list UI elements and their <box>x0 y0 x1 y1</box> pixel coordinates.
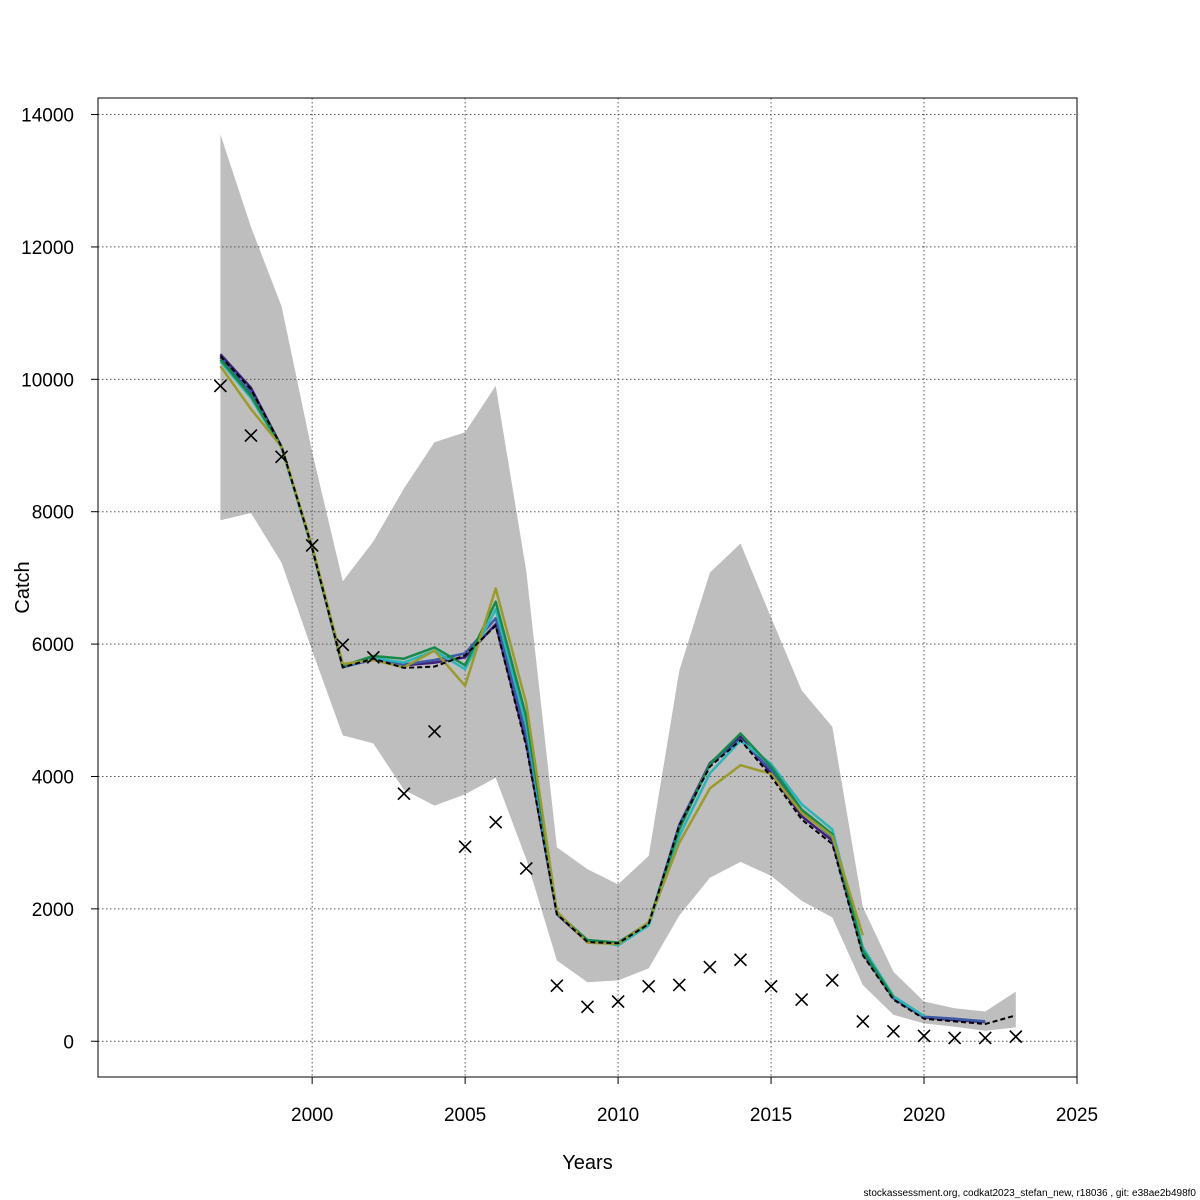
observed-point <box>580 1000 595 1014</box>
x-tick-label: 2025 <box>1056 1105 1098 1126</box>
observed-point <box>489 815 503 829</box>
observed-point <box>856 1014 870 1028</box>
y-tick-label: 8000 <box>32 503 74 524</box>
observed-point <box>213 379 227 393</box>
series-line-6 <box>219 355 1017 1025</box>
x-tick-label: 2015 <box>750 1105 792 1126</box>
observed-point <box>1009 1030 1023 1044</box>
y-tick-label: 0 <box>63 1032 74 1053</box>
observed-point <box>825 973 839 987</box>
y-tick-label: 10000 <box>21 370 74 391</box>
observed-point <box>764 979 778 993</box>
x-tick-label: 2010 <box>597 1105 639 1126</box>
observed-point <box>427 724 442 739</box>
series-layer <box>219 353 1017 1025</box>
confidence-band <box>220 134 1016 1031</box>
x-tick-label: 2000 <box>291 1105 333 1126</box>
observed-point <box>519 861 533 876</box>
x-axis-title: Years <box>562 1152 612 1174</box>
observed-point <box>244 429 258 443</box>
confidence-band-layer <box>220 134 1016 1031</box>
observed-point <box>948 1031 962 1045</box>
y-tick-label: 14000 <box>21 106 74 127</box>
observed-point <box>642 979 656 993</box>
observed-points-layer <box>213 379 1023 1045</box>
observed-point <box>336 638 350 652</box>
observed-point <box>274 450 289 464</box>
observed-point <box>978 1031 992 1045</box>
observed-point <box>672 978 686 992</box>
observed-point <box>703 960 717 974</box>
observed-point <box>458 840 472 854</box>
observed-point <box>886 1024 901 1038</box>
y-tick-label: 6000 <box>32 635 74 656</box>
axis-layer: 2000 2005 2010 2015 2020 2025 0 2000 4000 6000 800… <box>21 106 1098 1126</box>
footer-note: stockassessment.org, codkat2023_stefan_n… <box>864 1188 1197 1199</box>
y-tick-label: 2000 <box>32 900 74 921</box>
x-tick-label: 2020 <box>903 1105 945 1126</box>
observed-point <box>795 992 809 1007</box>
x-tick-label: 2005 <box>444 1105 486 1126</box>
observed-point <box>917 1029 931 1043</box>
y-tick-label: 12000 <box>21 238 74 259</box>
observed-point <box>305 538 319 553</box>
y-tick-label: 4000 <box>32 767 74 788</box>
observed-point <box>397 787 411 801</box>
plot-frame <box>97 97 1078 1078</box>
observed-point <box>733 953 748 967</box>
y-axis-title: Catch <box>12 561 34 613</box>
observed-point <box>611 994 625 1009</box>
observed-point <box>550 979 564 993</box>
observed-point <box>366 650 380 664</box>
